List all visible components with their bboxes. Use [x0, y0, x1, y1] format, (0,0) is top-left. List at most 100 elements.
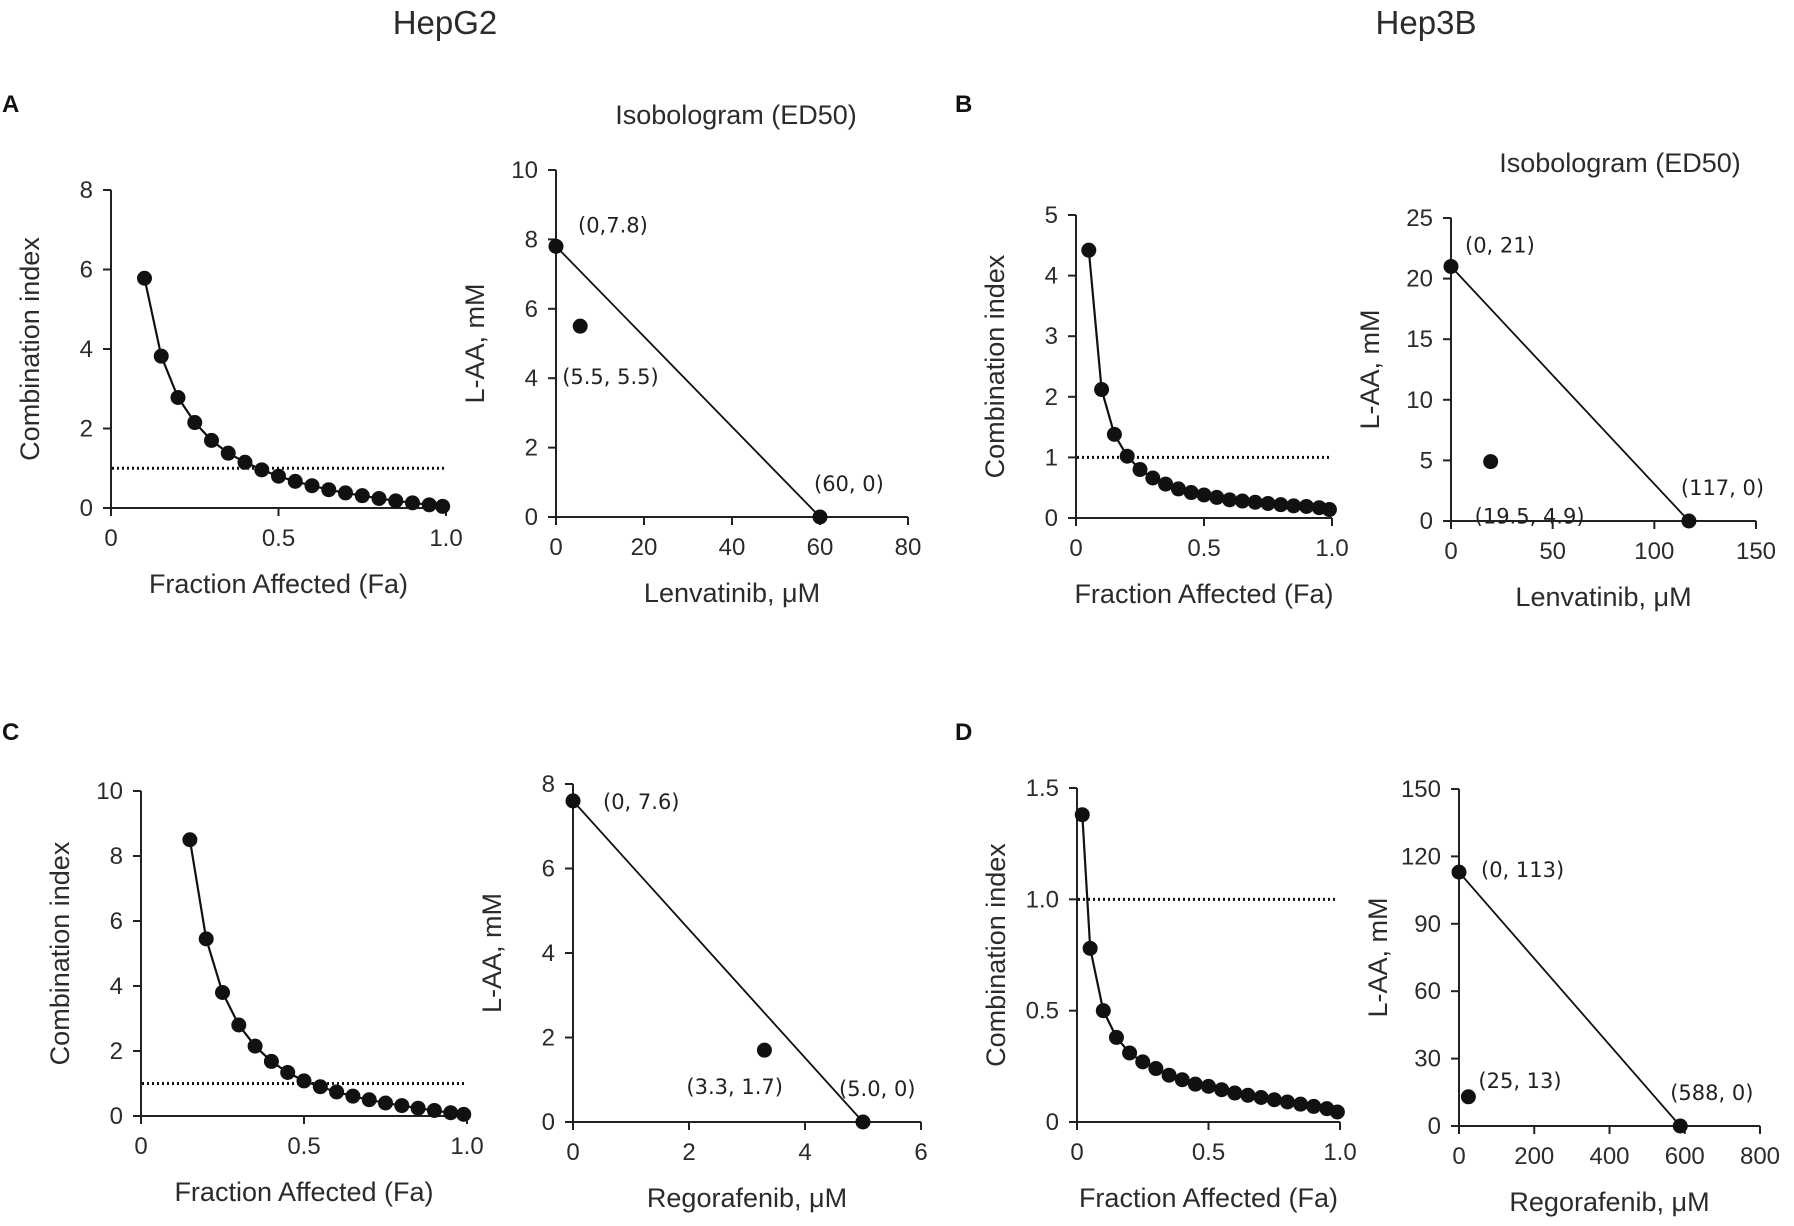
data-point	[1240, 1087, 1256, 1103]
data-point	[1227, 1085, 1243, 1101]
x-tick-label: 0	[134, 1133, 147, 1160]
y-tick-label: 6	[80, 257, 93, 284]
y-axis-label: Combination index	[15, 237, 45, 461]
x-axis-label: Fraction Affected (Fa)	[149, 569, 408, 599]
data-point	[271, 468, 286, 484]
chart-title: Isobologram (ED50)	[1499, 148, 1741, 178]
data-point	[1187, 1076, 1203, 1092]
x-tick-label: 80	[895, 534, 922, 561]
point-annotation: (0, 21)	[1465, 233, 1535, 257]
x-tick-label: 1.0	[429, 525, 462, 552]
isobologram-point	[572, 318, 588, 334]
x-tick-label: 40	[719, 534, 746, 561]
y-axis-label: L-AA, mM	[1355, 309, 1385, 429]
data-point	[1132, 462, 1148, 478]
data-point	[329, 1084, 345, 1100]
data-point	[1161, 1067, 1177, 1083]
data-point	[187, 415, 203, 431]
data-point	[456, 1106, 472, 1122]
ci-curve-line	[1081, 814, 1338, 1114]
y-tick-label: 1.0	[1026, 886, 1059, 913]
data-point	[220, 445, 236, 461]
y-tick-label: 8	[542, 771, 555, 798]
y-tick-label: 3	[1045, 323, 1058, 350]
data-point	[1293, 1096, 1309, 1112]
x-tick-label: 0.5	[262, 525, 295, 552]
data-point	[287, 473, 303, 489]
data-point	[1082, 940, 1098, 956]
x-tick-label: 1.0	[1323, 1139, 1356, 1166]
y-tick-label: 0	[1428, 1113, 1441, 1140]
isobologram-point	[756, 1042, 772, 1058]
data-point	[345, 1088, 361, 1104]
y-tick-label: 10	[511, 157, 538, 184]
data-point	[1148, 1061, 1164, 1077]
y-tick-label: 4	[80, 336, 93, 363]
y-tick-label: 6	[525, 296, 538, 323]
isobole-line	[1450, 265, 1690, 522]
data-point	[1306, 1098, 1322, 1114]
data-point	[296, 1073, 312, 1089]
data-point	[1253, 1090, 1269, 1106]
y-tick-label: 8	[525, 226, 538, 253]
y-axis-label: Combination index	[980, 254, 1010, 478]
x-tick-label: 0	[104, 525, 117, 552]
data-point	[410, 1100, 426, 1116]
y-tick-label: 1	[1045, 444, 1058, 471]
y-tick-label: 8	[80, 177, 93, 204]
chart-c-line: 0 0.5 1.0 0 2 4 6 8 10 Fraction Affected (Fa) Comb…	[45, 778, 484, 1207]
ci-curve-line	[143, 277, 443, 508]
data-point	[1266, 1092, 1282, 1108]
data-point	[280, 1064, 296, 1080]
y-tick-label: 25	[1406, 205, 1433, 232]
x-tick-label: 0	[549, 534, 562, 561]
x-tick-label: 0	[1070, 1139, 1083, 1166]
chart-a-line: 0 0.5 1.0 0 2 4 6 8 Fraction Affected (Fa) Combin…	[15, 177, 463, 599]
data-point	[1279, 1094, 1295, 1110]
x-tick-label: 4	[798, 1139, 811, 1166]
data-point	[198, 931, 214, 947]
x-tick-label: 60	[807, 534, 834, 561]
y-tick-label: 10	[1406, 387, 1433, 414]
data-point	[247, 1038, 263, 1054]
y-axis-label: L-AA, mM	[1363, 897, 1393, 1017]
y-tick-label: 60	[1414, 978, 1441, 1005]
data-point	[1273, 497, 1289, 513]
data-point	[137, 270, 152, 286]
y-tick-label: 0	[525, 504, 538, 531]
y-tick-label: 2	[1045, 384, 1058, 411]
data-point	[1074, 807, 1090, 823]
data-point	[204, 432, 219, 448]
data-point	[1108, 1029, 1124, 1045]
data-point	[1286, 498, 1302, 514]
y-tick-label: 6	[542, 856, 555, 883]
isobologram-point	[1460, 1089, 1476, 1105]
y-axis-label: L-AA, mM	[460, 283, 490, 403]
x-tick-label: 0.5	[1187, 535, 1220, 562]
x-tick-label: 1.0	[450, 1133, 483, 1160]
y-tick-label: 1.5	[1026, 775, 1059, 802]
isobologram-point	[548, 238, 564, 254]
data-point	[1135, 1054, 1151, 1070]
data-point	[435, 498, 451, 514]
x-tick-label: 20	[631, 534, 658, 561]
isobologram-point	[1443, 258, 1459, 274]
y-tick-label: 4	[110, 973, 123, 1000]
y-tick-label: 0	[110, 1103, 123, 1130]
isobologram-point	[1483, 454, 1499, 470]
chart-a-scatter: 0 20 40 60 80 0 2 4 6 8 10 Lenvatinib, μM L-AA, mM Is…	[460, 100, 921, 608]
y-axis-label: L-AA, mM	[477, 893, 507, 1013]
data-point	[421, 497, 437, 513]
x-axis-label: Lenvatinib, μM	[1515, 582, 1691, 612]
point-annotation: (0, 7.6)	[603, 790, 680, 814]
x-tick-label: 600	[1665, 1143, 1705, 1170]
data-point	[1214, 1082, 1230, 1098]
y-tick-label: 5	[1045, 202, 1058, 229]
data-point	[1106, 426, 1122, 442]
y-tick-label: 0	[80, 495, 93, 522]
data-point	[1209, 489, 1225, 505]
chart-title: Isobologram (ED50)	[615, 100, 857, 130]
point-annotation: (60, 0)	[814, 472, 884, 496]
isobologram-point	[565, 793, 581, 809]
data-point	[1081, 242, 1097, 258]
